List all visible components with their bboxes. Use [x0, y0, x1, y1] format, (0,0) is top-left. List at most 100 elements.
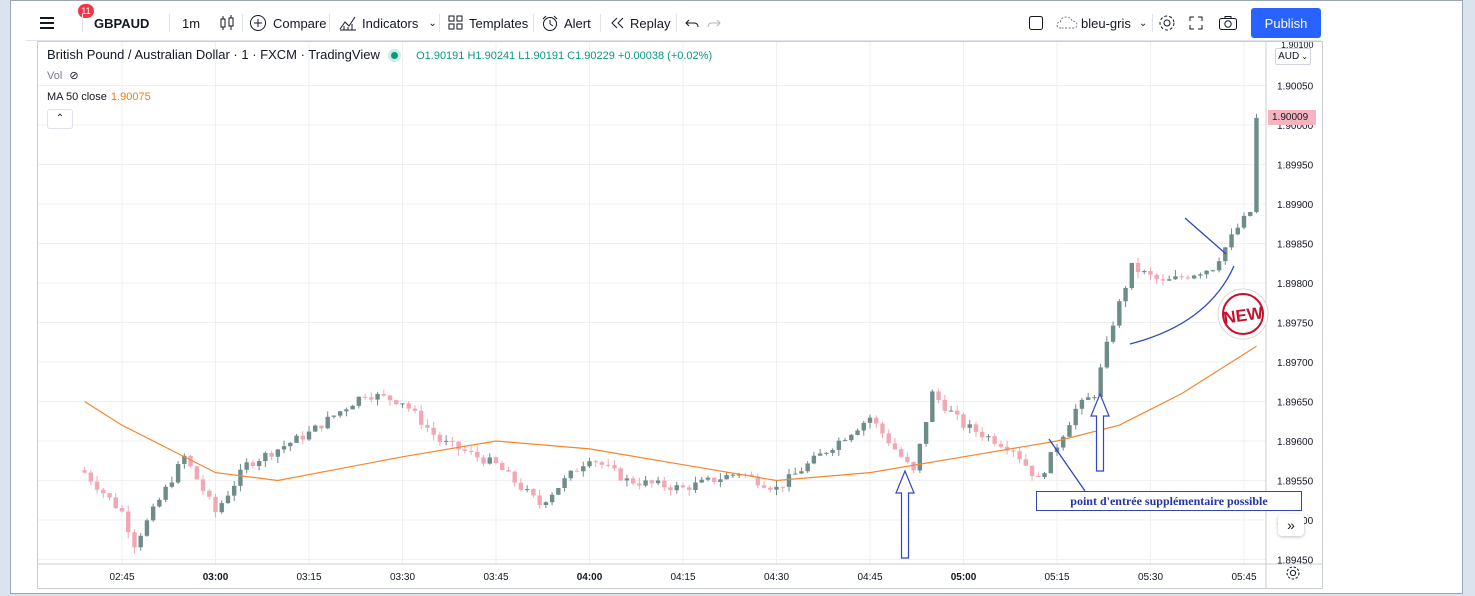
candle-body	[443, 440, 449, 442]
candle-body	[244, 462, 249, 470]
candle-body	[817, 453, 823, 456]
currency-unit-button[interactable]: AUD ⌄	[1275, 48, 1311, 65]
candle-body	[1067, 425, 1072, 437]
alert-button[interactable]: Alert	[540, 6, 591, 40]
indicators-button[interactable]: Indicators ⌄	[338, 6, 437, 40]
chevron-down-icon: ⌄	[1138, 17, 1148, 29]
candle-body	[880, 423, 885, 434]
compare-button[interactable]: Compare	[249, 6, 326, 40]
double-chevron-right-icon: »	[1287, 517, 1295, 533]
undo-button[interactable]	[684, 6, 700, 40]
candle-body	[269, 452, 274, 457]
candle-body	[973, 424, 979, 432]
candle-body	[599, 462, 605, 465]
top-toolbar: 11 GBPAUD 1m Compare Indicators ⌄ Templa…	[26, 4, 1321, 41]
candle-body	[275, 449, 281, 457]
ma-legend[interactable]: MA 50 close 1.90075	[47, 91, 151, 103]
time-tick-label: 05:00	[951, 572, 977, 583]
publish-button[interactable]: Publish	[1251, 8, 1321, 38]
ma50-line	[84, 345, 1257, 482]
chart-type-button[interactable]	[219, 6, 235, 40]
candle-body	[1085, 397, 1091, 400]
candle-body	[986, 436, 991, 438]
candle-body	[394, 400, 399, 405]
eye-hidden-icon[interactable]: ⊘	[69, 70, 79, 82]
candle-body	[350, 405, 355, 410]
candle-body	[537, 495, 542, 505]
candle-body	[188, 455, 193, 467]
symbol-search-button[interactable]: GBPAUD	[94, 6, 149, 40]
volume-legend[interactable]: Vol ⊘	[47, 69, 79, 82]
interval-label: 1m	[182, 15, 201, 31]
axis-settings-icon[interactable]	[1285, 565, 1301, 581]
trend-line-drawing	[1184, 217, 1227, 255]
fullscreen-checkbox[interactable]	[1028, 6, 1044, 40]
collapse-legend-button[interactable]: ⌃	[47, 109, 73, 129]
candle-body	[1248, 212, 1253, 216]
candle-body	[400, 403, 405, 405]
candle-body	[175, 464, 181, 483]
chart-area[interactable]: 1.90050 1.90000 1.89950 1.89900 1.89850 1.898…	[37, 41, 1323, 589]
snapshot-button[interactable]	[1218, 6, 1238, 40]
redo-button[interactable]	[706, 6, 722, 40]
layout-name: bleu-gris	[1081, 15, 1131, 31]
interval-button[interactable]: 1m	[182, 6, 200, 40]
candle-body	[749, 474, 754, 477]
candle-body	[917, 443, 923, 471]
candle-body	[450, 440, 455, 442]
candle-body	[1241, 215, 1247, 228]
candle-body	[225, 495, 231, 504]
templates-button[interactable]: Templates	[447, 6, 528, 40]
candle-body	[475, 451, 480, 458]
plus-circle-icon	[250, 15, 266, 31]
toolbar-divider	[1152, 14, 1153, 32]
candle-body	[992, 436, 997, 444]
annotation-text-box[interactable]: point d'entrée supplémentaire possible	[1036, 491, 1302, 511]
candle-body	[1167, 279, 1172, 281]
candle-body	[250, 462, 256, 467]
candle-body	[587, 461, 592, 467]
candle-body	[163, 486, 168, 500]
candle-body	[649, 480, 655, 484]
candle-body	[512, 471, 517, 483]
notification-badge: 11	[78, 4, 94, 18]
time-tick-label: 03:00	[203, 572, 229, 583]
candle-body	[213, 496, 218, 513]
chevron-down-icon: ⌄	[1301, 52, 1308, 61]
candle-body	[1154, 274, 1159, 280]
price-tick-label: 1.90050	[1277, 82, 1314, 93]
menu-button[interactable]: 11	[40, 4, 94, 40]
compare-label: Compare	[273, 15, 327, 31]
candle-body	[643, 480, 648, 486]
new-sticker-circle	[1217, 288, 1269, 340]
candle-body	[624, 478, 630, 481]
candle-body	[705, 477, 711, 480]
scroll-to-realtime-button[interactable]: »	[1278, 514, 1304, 536]
candle-body	[612, 464, 617, 469]
candle-body	[755, 476, 760, 486]
candle-body	[468, 451, 474, 453]
symbol-label: GBPAUD	[94, 15, 150, 31]
candle-body	[1023, 459, 1029, 466]
candle-body	[961, 414, 966, 428]
candle-body	[126, 511, 131, 533]
time-tick-label: 03:15	[296, 572, 321, 583]
candlestick-chart[interactable]: 1.90050 1.90000 1.89950 1.89900 1.89850 1.898…	[38, 42, 1322, 588]
candle-body	[337, 411, 343, 416]
candle-body	[799, 471, 804, 474]
time-tick-label: 04:00	[577, 572, 603, 583]
settings-button[interactable]	[1158, 6, 1176, 40]
toolbar-divider	[533, 14, 534, 32]
candle-body	[668, 487, 673, 491]
price-tick-label: 1.89900	[1277, 200, 1314, 211]
fullscreen-button[interactable]	[1188, 6, 1204, 40]
rewind-icon	[611, 17, 624, 29]
candle-body	[568, 470, 573, 479]
candle-body	[182, 455, 187, 465]
candle-body	[606, 464, 611, 466]
replay-button[interactable]: Replay	[610, 6, 670, 40]
layout-button[interactable]: bleu-gris ⌄	[1056, 6, 1147, 40]
candle-body	[462, 449, 468, 452]
price-tick-label: 1.89750	[1277, 319, 1314, 330]
square-icon	[1029, 16, 1043, 30]
